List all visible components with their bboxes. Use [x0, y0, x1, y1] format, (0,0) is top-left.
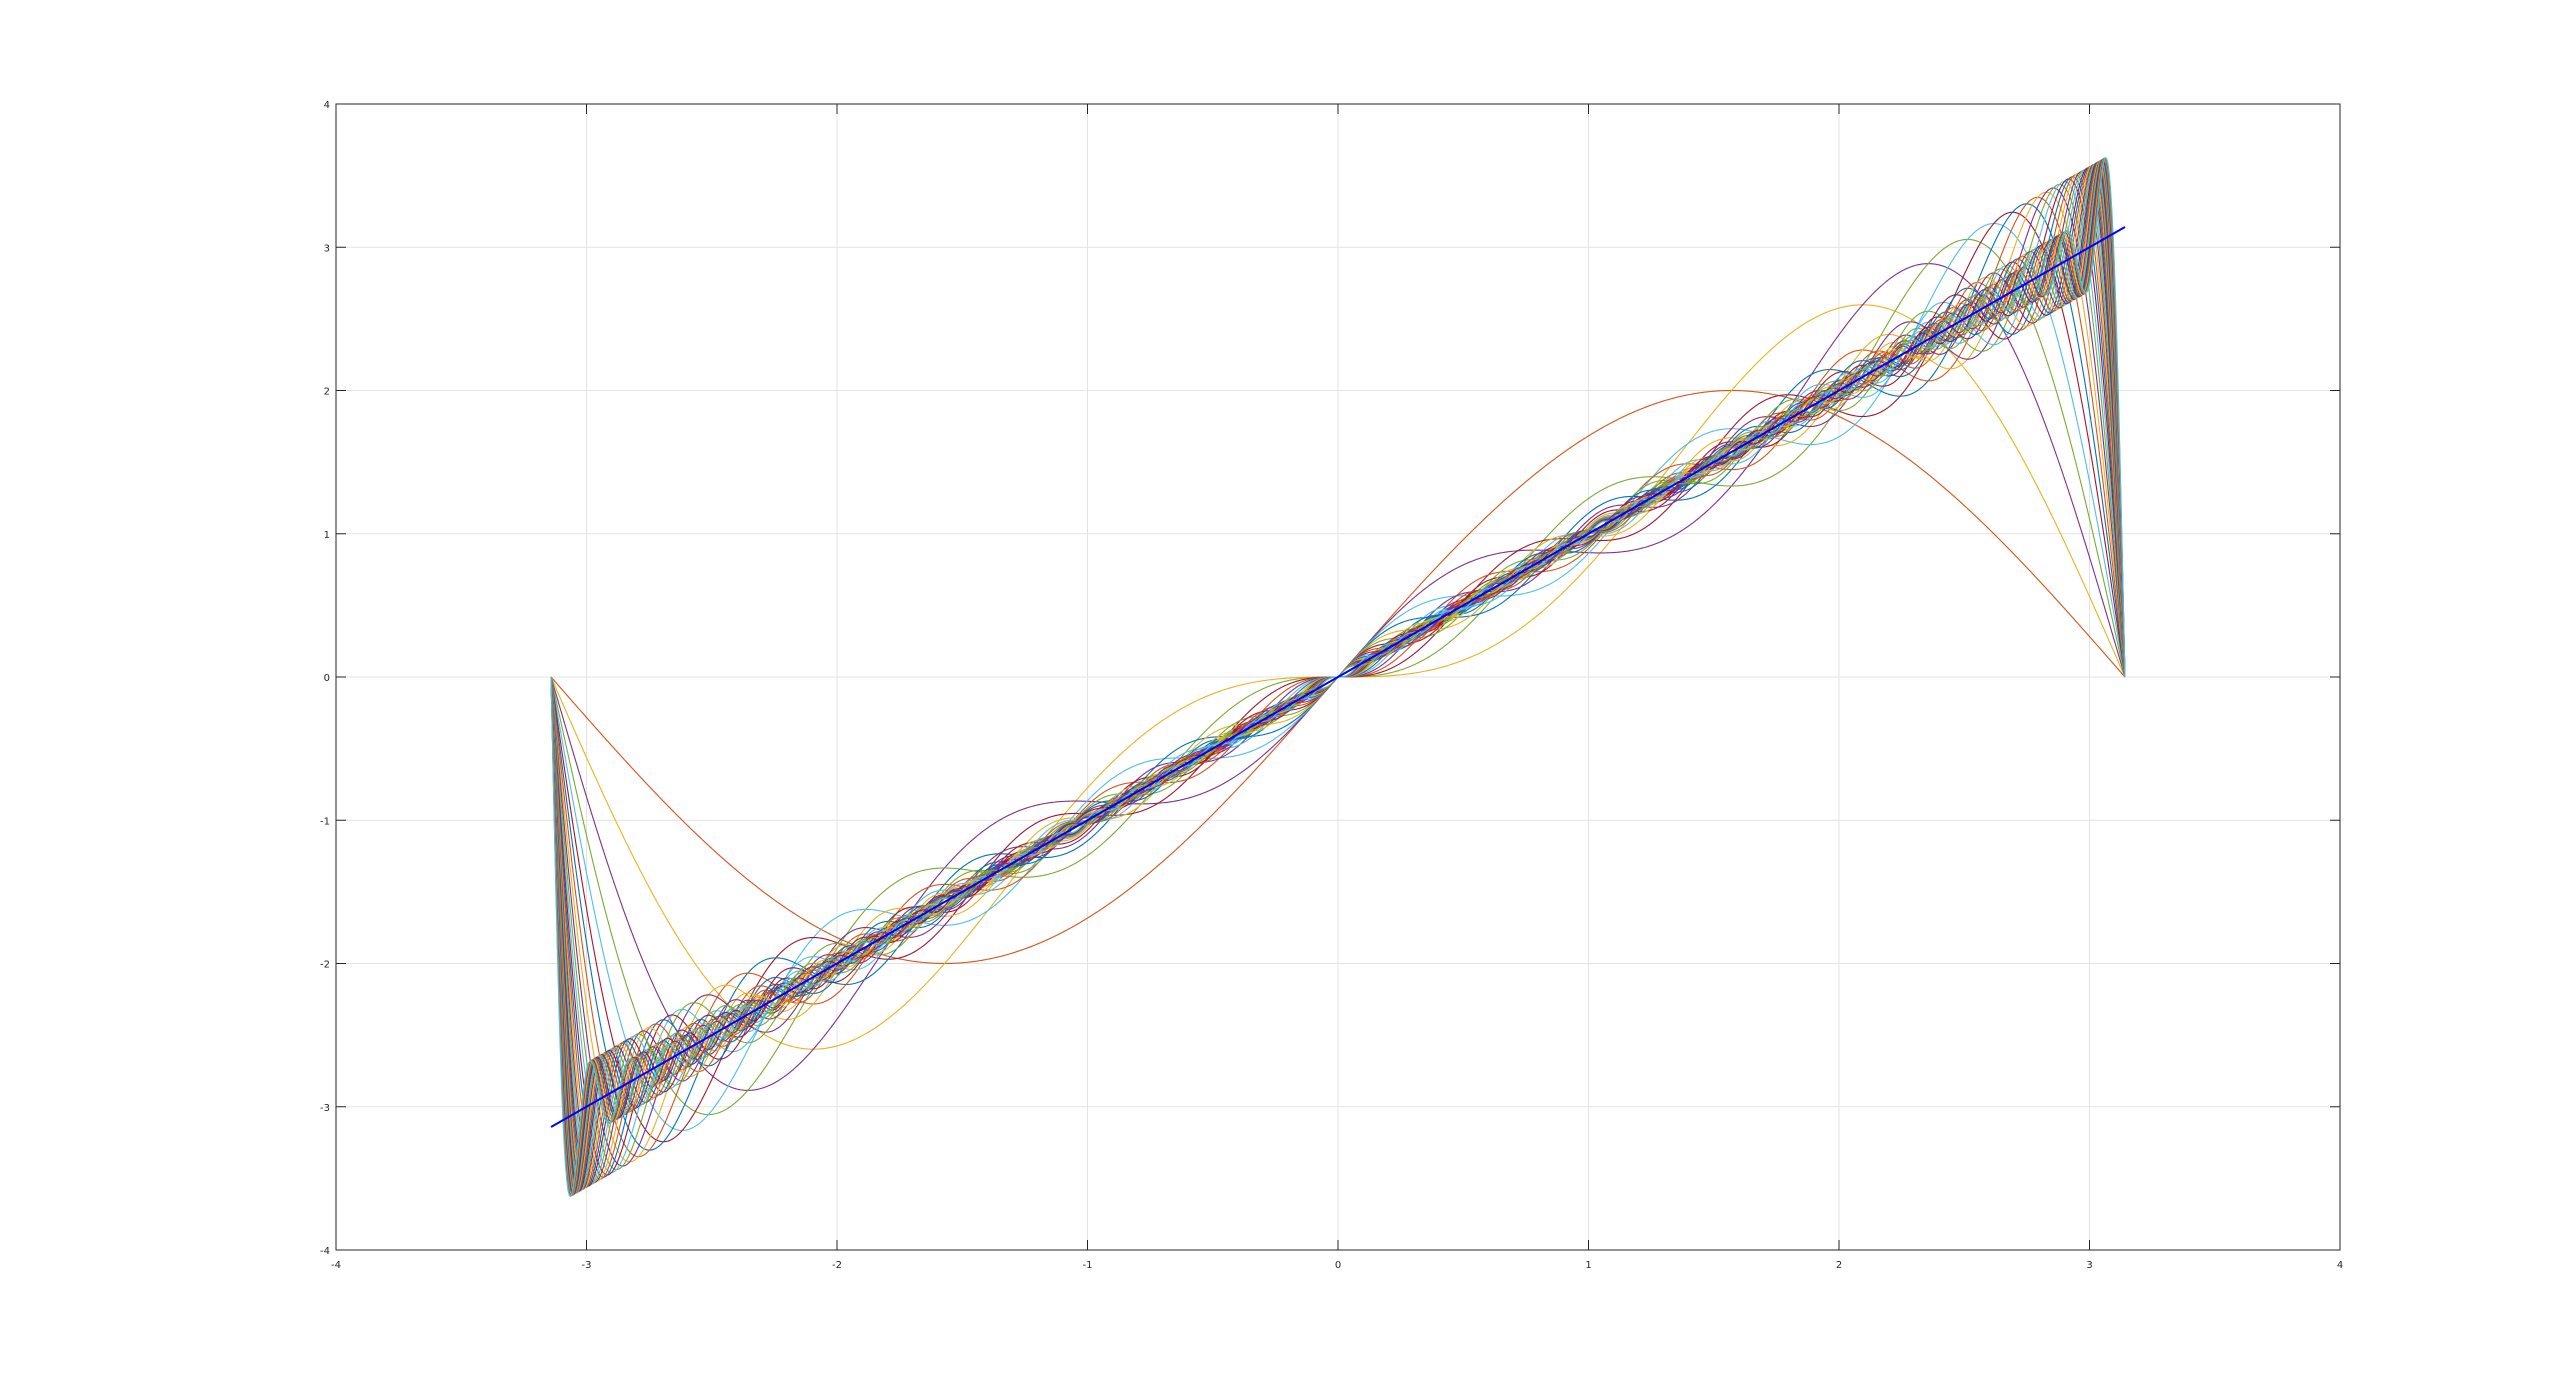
- x-tick-label: -1: [1083, 1260, 1093, 1271]
- y-tick-label: 1: [324, 530, 330, 541]
- x-tick-label: 4: [2337, 1260, 2343, 1271]
- identity-line: [550, 226, 2126, 1128]
- x-tick-label: 2: [1836, 1260, 1842, 1271]
- y-tick-label: -4: [320, 1246, 330, 1257]
- tick-marks: [335, 103, 2341, 1251]
- y-tick-labels: -4 -3 -2 -1 0 1 2 3 4: [320, 100, 330, 1257]
- y-tick-label: -3: [320, 1103, 330, 1114]
- y-tick-label: 4: [324, 100, 330, 111]
- y-tick-label: -2: [320, 960, 330, 971]
- y-tick-label: 0: [324, 673, 330, 684]
- x-tick-label: 3: [2086, 1260, 2092, 1271]
- x-tick-label: -3: [582, 1260, 592, 1271]
- x-tick-label: 0: [1335, 1260, 1341, 1271]
- y-tick-label: 2: [324, 387, 330, 398]
- x-tick-labels: -4 -3 -2 -1 0 1 2 3 4: [331, 1260, 2343, 1271]
- series-layer: [550, 156, 2126, 1198]
- y-tick-label: -1: [320, 816, 330, 827]
- x-tick-label: -4: [331, 1260, 341, 1271]
- x-tick-label: 1: [1585, 1260, 1591, 1271]
- y-tick-label: 3: [324, 243, 330, 254]
- x-tick-label: -2: [832, 1260, 842, 1271]
